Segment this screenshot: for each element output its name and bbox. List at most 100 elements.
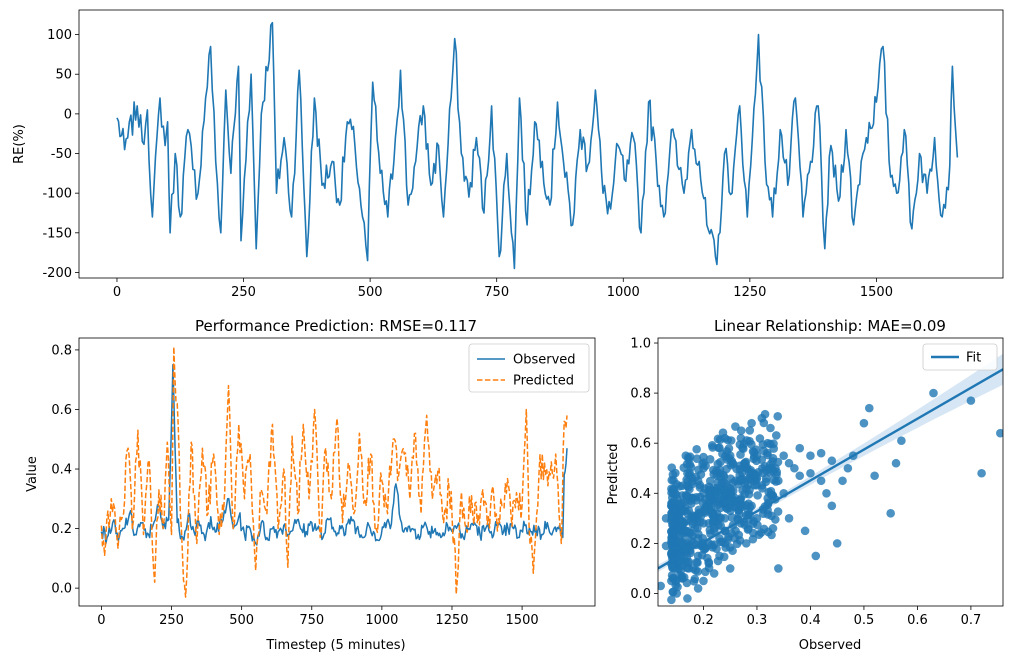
scatter-point: [864, 403, 874, 413]
prediction-ytick-label: 0.4: [51, 463, 72, 478]
scatter-ytick-label: 0.0: [630, 587, 651, 602]
re-ytick-label: -150: [42, 226, 72, 241]
scatter-point: [695, 483, 705, 492]
scatter-point: [744, 524, 753, 533]
scatter-xtick-label: 0.7: [961, 613, 982, 628]
scatter-point: [767, 530, 776, 540]
scatter-point: [966, 396, 976, 405]
re-ytick-label: 0: [64, 107, 72, 122]
scatter-point: [676, 537, 686, 547]
scatter-point: [722, 447, 732, 456]
scatter-point: [757, 413, 767, 423]
scatter-xtick-label: 0.6: [907, 613, 928, 628]
scatter-point: [752, 456, 761, 466]
scatter-point: [859, 418, 869, 428]
scatter-point: [779, 451, 788, 461]
re-ytick-label: -200: [42, 266, 72, 281]
scatter-point: [676, 566, 686, 575]
scatter-point: [800, 526, 810, 536]
scatter-point: [843, 463, 853, 473]
scatter-point: [709, 469, 719, 479]
scatter-point: [668, 541, 678, 550]
scatter-point: [680, 526, 690, 536]
scatter-point: [766, 423, 775, 433]
prediction-ytick-label: 0.8: [51, 343, 72, 358]
scatter-point: [795, 443, 805, 453]
scatter-point: [668, 587, 678, 597]
scatter-point: [747, 440, 756, 449]
scatter-point: [759, 446, 768, 456]
scatter-point: [767, 511, 776, 521]
scatter-point: [667, 570, 677, 580]
scatter-ytick-label: 0.2: [630, 537, 651, 552]
scatter-point: [737, 474, 747, 483]
scatter-point: [734, 506, 744, 515]
scatter-point: [730, 533, 740, 543]
scatter-point: [712, 487, 722, 496]
scatter-point: [747, 418, 756, 428]
re-xtick-label: 0: [113, 285, 121, 300]
re-xtick-label: 1250: [733, 285, 766, 300]
scatter-point: [682, 516, 692, 525]
prediction-xtick-label: 750: [299, 613, 324, 628]
scatter-point: [722, 455, 732, 464]
scatter-point: [708, 443, 717, 452]
scatter-point: [667, 595, 676, 605]
scatter-point: [658, 581, 665, 591]
scatter-point: [723, 435, 733, 445]
scatter-point: [667, 527, 676, 536]
prediction-xtick-label: 1250: [435, 613, 468, 628]
scatter-point: [668, 470, 678, 479]
scatter-point: [738, 486, 747, 495]
scatter-point: [739, 459, 749, 468]
scatter-point: [744, 489, 754, 499]
prediction-xtick-label: 1500: [506, 613, 539, 628]
scatter-ytick-label: 0.8: [630, 387, 651, 402]
re-ytick-label: -100: [42, 187, 72, 202]
scatter-point: [755, 434, 765, 443]
scatter-point: [701, 461, 710, 471]
scatter-point: [832, 539, 842, 548]
scatter-point: [754, 530, 764, 539]
scatter-point: [682, 491, 691, 500]
scatter-point: [692, 454, 702, 463]
scatter-point: [726, 474, 735, 483]
prediction-ytick-label: 0.2: [51, 522, 72, 537]
scatter-point: [768, 467, 778, 476]
scatter-point: [827, 501, 837, 511]
re-xtick-label: 1500: [860, 285, 893, 300]
scatter-point: [689, 577, 699, 586]
scatter-point: [827, 456, 837, 466]
scatter-point: [713, 459, 723, 469]
scatter-chart-panel: Linear Relationship: MAE=0.09 Observed P…: [606, 317, 1004, 653]
scatter-ytick-label: 0.4: [630, 487, 651, 502]
scatter-point: [773, 507, 783, 516]
scatter-point: [784, 458, 794, 468]
scatter-xlabel: Observed: [799, 638, 862, 653]
scatter-point: [771, 431, 781, 440]
prediction-xtick-label: 0: [97, 613, 105, 628]
scatter-point: [704, 482, 714, 492]
scatter-xtick-label: 0.5: [854, 613, 875, 628]
scatter-point: [816, 448, 826, 458]
re-ytick-label: 100: [47, 28, 72, 43]
scatter-point: [838, 476, 847, 486]
scatter-point: [718, 428, 728, 437]
scatter-point: [709, 569, 719, 578]
scatter-point: [750, 480, 759, 490]
scatter-point: [713, 520, 723, 530]
scatter-point: [701, 506, 710, 516]
scatter-point: [683, 558, 693, 567]
scatter-point: [738, 443, 747, 452]
re-xtick-label: 250: [231, 285, 256, 300]
scatter-point: [773, 412, 783, 421]
prediction-xtick-label: 250: [159, 613, 184, 628]
scatter-point: [683, 476, 693, 486]
re-xtick-label: 500: [358, 285, 383, 300]
scatter-point: [699, 576, 708, 586]
scatter-point: [685, 452, 695, 462]
scatter-point: [774, 564, 783, 573]
re-frame: [78, 9, 1004, 279]
scatter-ytick-label: 0.6: [630, 437, 651, 452]
